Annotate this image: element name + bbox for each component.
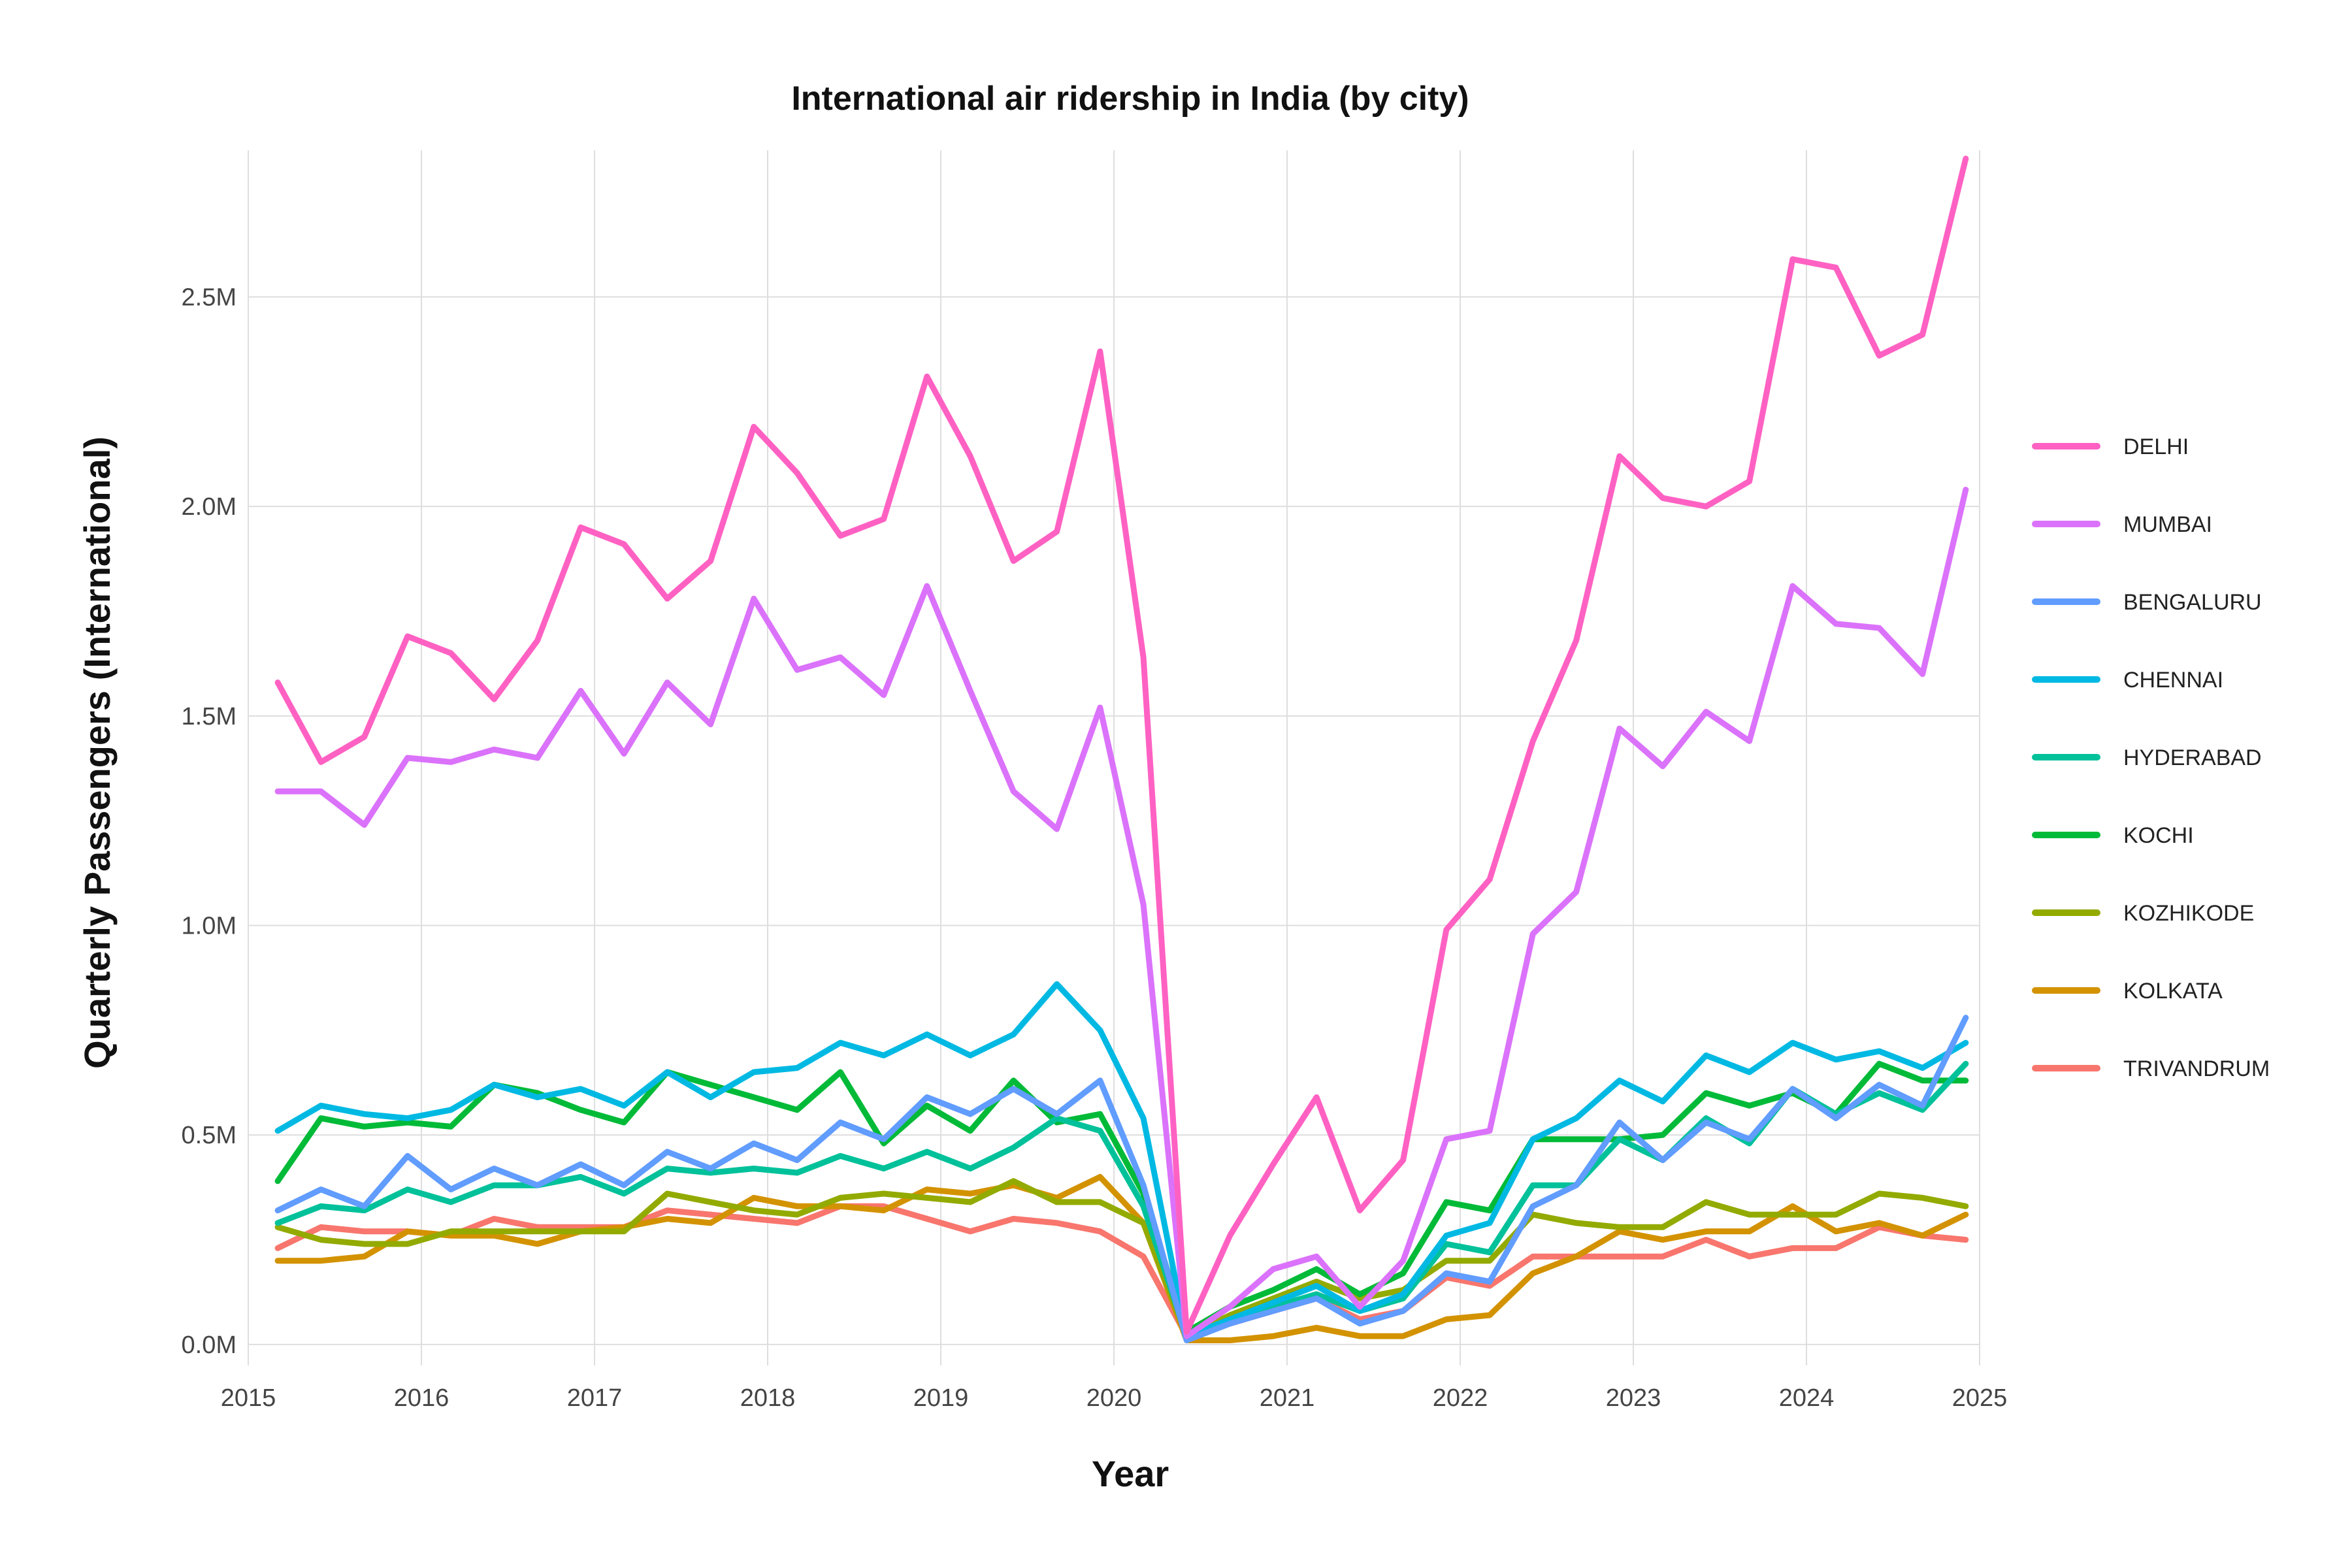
legend-label-delhi: DELHI	[2123, 434, 2189, 459]
x-tick-label: 2025	[1952, 1384, 2008, 1412]
x-tick-label: 2021	[1260, 1384, 1315, 1412]
x-axis-title: Year	[1092, 1453, 1169, 1494]
x-tick-label: 2022	[1433, 1384, 1488, 1412]
legend-label-hyderabad: HYDERABAD	[2123, 745, 2262, 770]
legend-label-chennai: CHENNAI	[2123, 668, 2223, 693]
y-axis-ticks: 0.0M 0.5M 1.0M 1.5M 2.0M 2.5M	[182, 284, 237, 1358]
y-tick-label: 2.5M	[182, 284, 237, 311]
series-line-bengaluru	[274, 1015, 1969, 1343]
legend-label-kozhikode: KOZHIKODE	[2123, 901, 2254, 926]
legend-label-bengaluru: BENGALURU	[2123, 590, 2262, 615]
x-axis-ticks: 2015 2016 2017 2018 2019 2020 2021 2022 2023 2024…	[221, 1384, 2008, 1412]
series-line-chennai	[274, 981, 1969, 1339]
series-line-delhi	[274, 155, 1969, 1335]
y-tick-label: 1.5M	[182, 703, 237, 730]
x-tick-label: 2016	[394, 1384, 449, 1412]
x-tick-label: 2024	[1779, 1384, 1835, 1412]
legend-label-mumbai: MUMBAI	[2123, 512, 2212, 537]
y-tick-label: 1.0M	[182, 913, 237, 940]
chart-title: International air ridership in India (by…	[791, 80, 1469, 118]
series-line-trivandrum	[274, 1203, 1969, 1339]
x-tick-label: 2017	[567, 1384, 623, 1412]
x-tick-label: 2018	[740, 1384, 796, 1412]
x-tick-label: 2020	[1086, 1384, 1142, 1412]
legend-label-kolkata: KOLKATA	[2123, 979, 2223, 1004]
x-tick-label: 2015	[221, 1384, 276, 1412]
legend-label-kochi: KOCHI	[2123, 823, 2194, 848]
y-axis-title: Quarterly Passengers (International)	[76, 436, 118, 1069]
series-line-kolkata	[274, 1173, 1969, 1343]
y-tick-label: 2.0M	[182, 493, 237, 521]
legend: DELHI MUMBAI BENGALURU CHENNAI HYDERABAD KOCH…	[2032, 434, 2270, 1081]
x-tick-label: 2019	[913, 1384, 969, 1412]
series-line-mumbai	[274, 487, 1969, 1339]
y-tick-label: 0.5M	[182, 1122, 237, 1149]
series-line-kochi	[274, 1060, 1969, 1335]
x-tick-label: 2023	[1606, 1384, 1661, 1412]
series-line-kozhikode	[274, 1178, 1969, 1339]
y-tick-label: 0.0M	[182, 1331, 237, 1359]
legend-label-trivandrum: TRIVANDRUM	[2123, 1056, 2270, 1081]
series-lines	[274, 155, 1969, 1343]
